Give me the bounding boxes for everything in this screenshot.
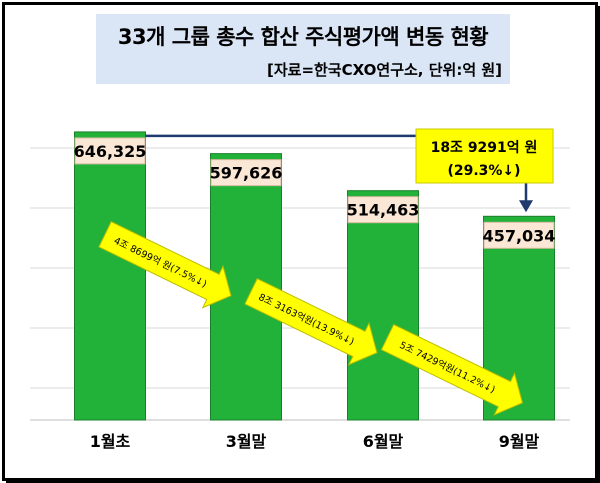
- chart-title: 33개 그룹 총수 합산 주식평가액 변동 현황: [117, 25, 489, 49]
- value-label-box: [347, 196, 419, 224]
- step-change-arrow-shape: [380, 323, 524, 416]
- value-label: 514,463: [347, 201, 420, 220]
- total-change-callout: [415, 128, 554, 184]
- value-label-box: [210, 159, 282, 187]
- total-change-amount: 18조 9291억 원: [431, 140, 538, 156]
- x-tick-label: 9월말: [499, 432, 540, 451]
- title-box: 33개 그룹 총수 합산 주식평가액 변동 현황 [자료=한국CXO연구소, 단…: [96, 14, 510, 84]
- value-label: 646,325: [74, 142, 147, 161]
- total-change-arrowhead: [519, 200, 533, 213]
- x-tick-label: 3월말: [226, 432, 267, 451]
- x-tick-label: 6월말: [363, 432, 404, 451]
- value-label-box: [74, 137, 146, 165]
- total-change-percent: (29.3%↓): [447, 163, 520, 179]
- value-label: 597,626: [210, 164, 283, 183]
- source-note: [자료=한국CXO연구소, 단위:억 원]: [266, 61, 502, 79]
- value-label: 457,034: [483, 226, 556, 245]
- value-label-box: [483, 221, 555, 249]
- bar: [347, 190, 419, 421]
- step-change-arrow-shape: [244, 278, 378, 366]
- x-tick-label: 1월초: [90, 432, 131, 451]
- step-change-arrow-shape: [98, 221, 232, 309]
- bar: [74, 131, 146, 421]
